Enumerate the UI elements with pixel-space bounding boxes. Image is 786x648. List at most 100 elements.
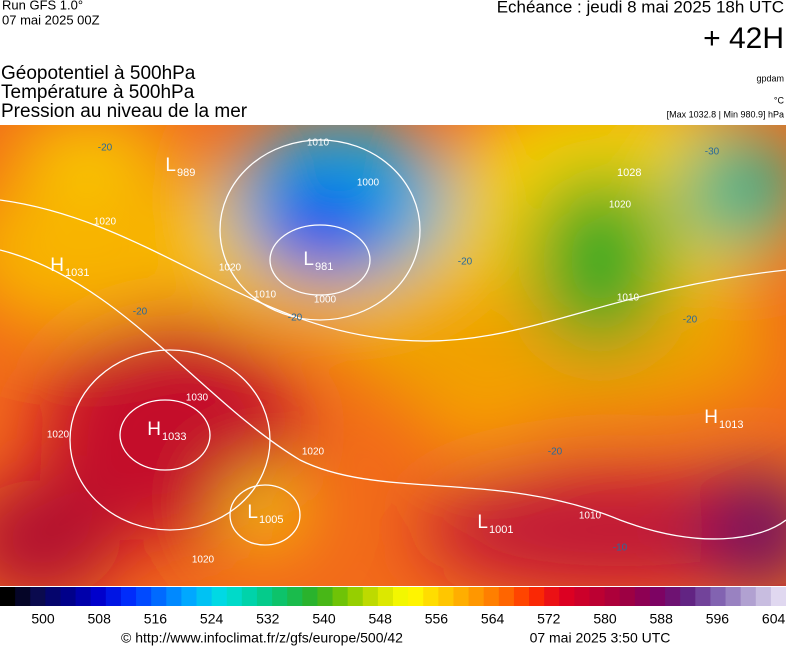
colorbar-swatch bbox=[408, 587, 424, 606]
colorbar-swatch bbox=[60, 587, 77, 606]
isobar-label: 1020 bbox=[302, 447, 325, 458]
colorbar: 500 508 516 524 532 540 548 556 564 572 580 588 596 6… bbox=[0, 587, 786, 627]
center-value: 989 bbox=[177, 167, 195, 179]
center-letter: H bbox=[704, 407, 718, 428]
colorbar-swatch bbox=[105, 587, 122, 606]
colorbar-swatch bbox=[589, 587, 606, 606]
field-name: Pression au niveau de la mer bbox=[1, 101, 248, 122]
center-letter: L bbox=[477, 512, 488, 533]
isobar-label: 1010 bbox=[307, 138, 330, 149]
center-value: 1028 bbox=[617, 167, 641, 179]
run: Run GFS 1.0° bbox=[2, 0, 83, 12]
colorbar-swatch bbox=[302, 587, 318, 606]
colorbar-label: 564 bbox=[481, 611, 505, 627]
isobar-label: 1020 bbox=[192, 555, 215, 566]
colorbar-swatch bbox=[498, 587, 515, 606]
timestamp: 07 mai 2025 3:50 UTC bbox=[530, 630, 671, 646]
isobar-label: 1010 bbox=[617, 293, 640, 304]
isobar-label: 1020 bbox=[94, 217, 117, 228]
colorbar-swatch bbox=[120, 587, 137, 606]
temperature-label: -20 bbox=[133, 307, 148, 318]
colorbar-swatch bbox=[317, 587, 334, 606]
isobar-label: 1030 bbox=[186, 393, 209, 404]
colorbar-swatch bbox=[241, 587, 258, 606]
center-value: 1005 bbox=[259, 514, 283, 526]
colorbar-label: 548 bbox=[369, 611, 393, 627]
colorbar-swatch bbox=[695, 587, 711, 606]
unit: °C bbox=[774, 95, 785, 105]
center-letter: H bbox=[147, 419, 161, 440]
colorbar-label: 508 bbox=[88, 611, 112, 627]
center-letter: L bbox=[303, 249, 314, 270]
colorbar-swatch bbox=[634, 587, 651, 606]
colorbar-swatch bbox=[438, 587, 454, 606]
center-letter: L bbox=[165, 155, 176, 176]
colorbar-swatch bbox=[347, 587, 364, 606]
colorbar-swatch bbox=[423, 587, 439, 606]
colorbar-swatch bbox=[574, 587, 590, 606]
colorbar-label: 532 bbox=[256, 611, 280, 627]
unit: [Max 1032.8 | Min 980.9] hPa bbox=[667, 109, 784, 119]
colorbar-label: 572 bbox=[537, 611, 561, 627]
colorbar-swatch bbox=[136, 587, 152, 606]
unit: gpdam bbox=[756, 73, 784, 83]
temperature-label: -20 bbox=[288, 313, 303, 324]
temperature-label: -20 bbox=[98, 143, 113, 154]
center-value: 1033 bbox=[162, 431, 186, 443]
isobar-label: 1020 bbox=[47, 430, 70, 441]
temperature-label: -20 bbox=[548, 447, 563, 458]
colorbar-swatch bbox=[680, 587, 696, 606]
colorbar-swatch bbox=[196, 587, 213, 606]
colorbar-swatch bbox=[529, 587, 545, 606]
colorbar-swatch bbox=[90, 587, 107, 606]
colorbar-swatch bbox=[649, 587, 666, 606]
center-value: 1031 bbox=[65, 267, 89, 279]
colorbar-swatch bbox=[770, 587, 786, 606]
colorbar-label: 580 bbox=[593, 611, 617, 627]
colorbar-swatch bbox=[725, 587, 742, 606]
center-value: 1013 bbox=[719, 419, 743, 431]
colorbar-label: 556 bbox=[425, 611, 449, 627]
colorbar-swatch bbox=[513, 587, 530, 606]
colorbar-label: 516 bbox=[144, 611, 168, 627]
colorbar-swatch bbox=[755, 587, 772, 606]
colorbar-swatch bbox=[287, 587, 303, 606]
colorbar-swatch bbox=[226, 587, 243, 606]
colorbar-swatch bbox=[377, 587, 394, 606]
colorbar-label: 524 bbox=[200, 611, 224, 627]
colorbar-swatch bbox=[256, 587, 273, 606]
colorbar-swatch bbox=[181, 587, 197, 606]
colorbar-label: 540 bbox=[312, 611, 336, 627]
isobar-label: 1010 bbox=[254, 290, 277, 301]
colorbar-swatch bbox=[710, 587, 727, 606]
run-date: 07 mai 2025 00Z bbox=[2, 12, 100, 27]
valid-time: Echéance : jeudi 8 mai 2025 18h UTC bbox=[497, 0, 784, 16]
field-name: Géopotentiel à 500hPa bbox=[1, 63, 196, 84]
temperature-label: -10 bbox=[613, 543, 628, 554]
colorbar-swatch bbox=[332, 587, 349, 606]
colorbar-swatch bbox=[393, 587, 409, 606]
center-value: 981 bbox=[315, 261, 333, 273]
colorbar-swatch bbox=[740, 587, 757, 606]
isobar-label: 1000 bbox=[314, 295, 337, 306]
colorbar-swatch bbox=[211, 587, 228, 606]
center-letter: L bbox=[247, 502, 258, 523]
isobar-label: 1020 bbox=[609, 200, 632, 211]
colorbar-swatch bbox=[30, 587, 46, 606]
isobar-label: 1000 bbox=[357, 178, 380, 189]
colorbar-swatch bbox=[483, 587, 500, 606]
colorbar-swatch bbox=[604, 587, 621, 606]
colorbar-swatch bbox=[453, 587, 470, 606]
colorbar-label: 596 bbox=[706, 611, 730, 627]
colorbar-swatch bbox=[151, 587, 167, 606]
lead-time: + 42H bbox=[703, 22, 784, 55]
colorbar-swatch bbox=[468, 587, 485, 606]
colorbar-label: 500 bbox=[31, 611, 55, 627]
colorbar-swatch bbox=[665, 587, 681, 606]
colorbar-swatch bbox=[544, 587, 560, 606]
colorbar-swatch bbox=[619, 587, 636, 606]
isobar-label: 1010 bbox=[579, 511, 602, 522]
center-letter: H bbox=[50, 255, 64, 276]
